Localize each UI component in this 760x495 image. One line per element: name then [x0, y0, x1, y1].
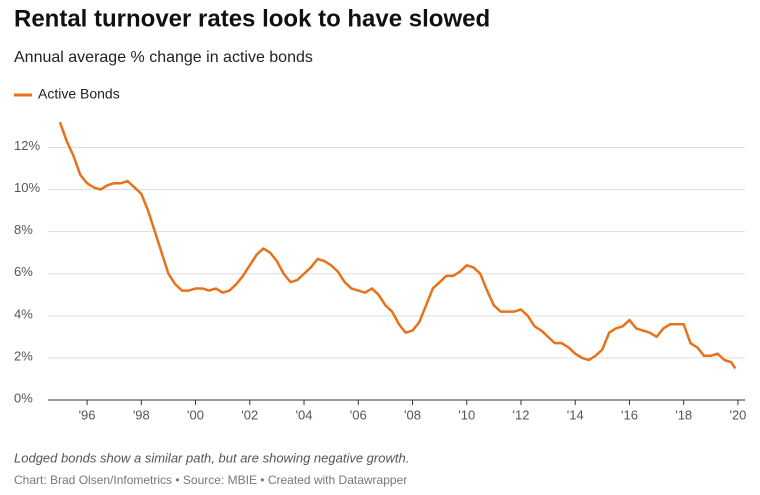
x-tick-label: '00	[187, 407, 204, 422]
x-tick-label: '20	[729, 407, 746, 422]
chart-note: Lodged bonds show a similar path, but ar…	[14, 450, 409, 465]
y-tick-label: 8%	[14, 222, 33, 237]
y-tick-label: 10%	[14, 180, 40, 195]
data-line	[58, 121, 737, 370]
x-tick-label: '98	[133, 407, 150, 422]
y-tick-label: 6%	[14, 264, 33, 279]
x-tick-label: '08	[404, 407, 421, 422]
x-tick-label: '12	[513, 407, 530, 422]
y-tick-label: 4%	[14, 306, 33, 321]
x-tick-label: '10	[458, 407, 475, 422]
chart-source: Chart: Brad Olsen/Infometrics • Source: …	[14, 473, 407, 487]
x-tick-label: '96	[79, 407, 96, 422]
y-tick-label: 2%	[14, 348, 33, 363]
chart-title: Rental turnover rates look to have slowe…	[14, 5, 490, 32]
y-tick-label: 0%	[14, 390, 33, 405]
y-tick-label: 12%	[14, 138, 40, 153]
x-tick-label: '16	[621, 407, 638, 422]
x-tick-label: '18	[675, 407, 692, 422]
legend-label: Active Bonds	[38, 86, 120, 102]
chart-subtitle: Annual average % change in active bonds	[14, 49, 313, 66]
x-tick-label: '06	[350, 407, 367, 422]
x-tick-label: '14	[567, 407, 584, 422]
x-tick-label: '04	[296, 407, 313, 422]
x-tick-label: '02	[241, 407, 258, 422]
